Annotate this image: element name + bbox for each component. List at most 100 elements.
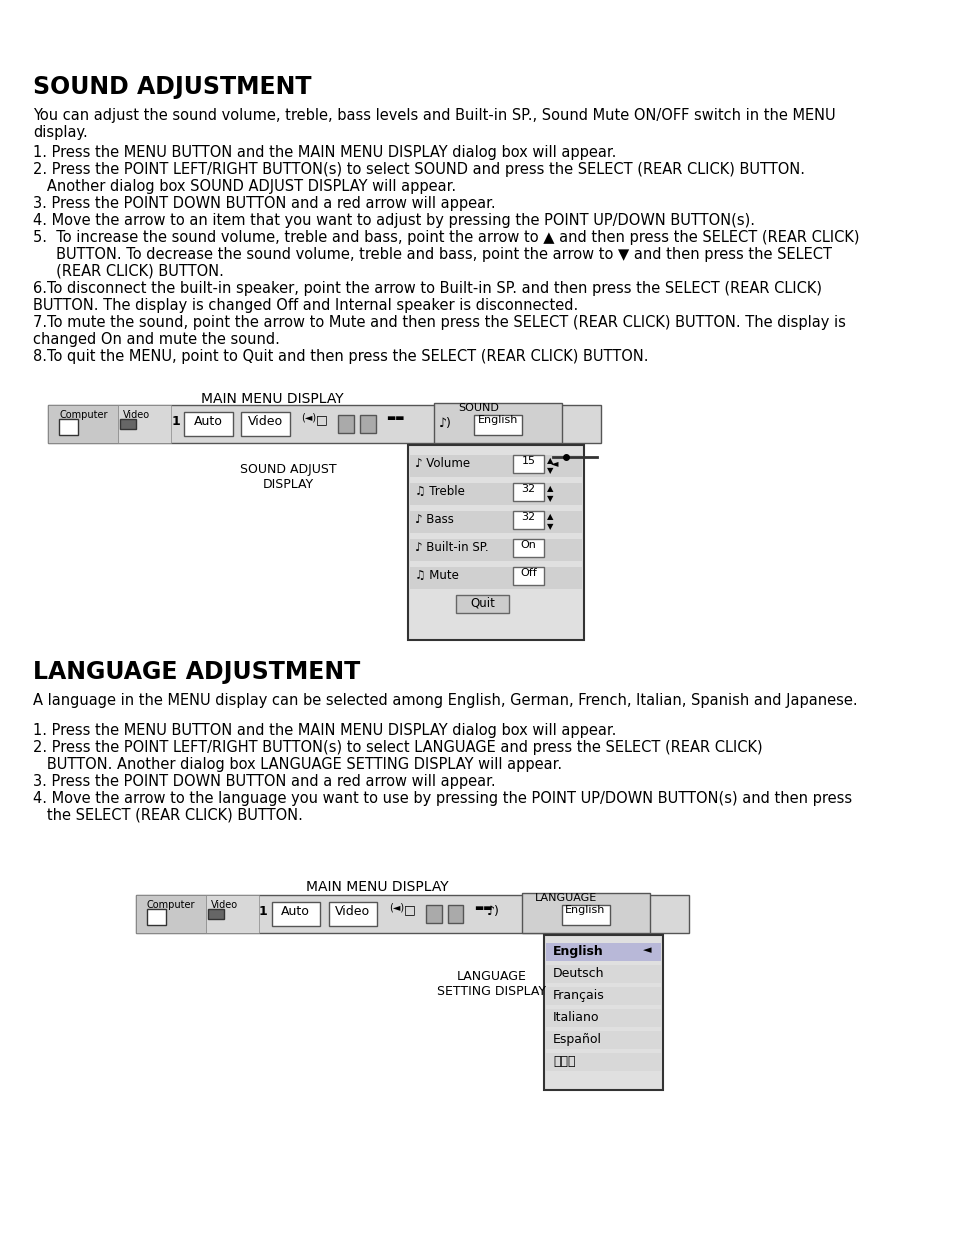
Text: English: English xyxy=(565,905,605,915)
Bar xyxy=(474,415,521,435)
Text: ♫ Treble: ♫ Treble xyxy=(415,485,464,498)
Text: LANGUAGE ADJUSTMENT: LANGUAGE ADJUSTMENT xyxy=(33,659,360,684)
Text: BUTTON. The display is changed Off and Internal speaker is disconnected.: BUTTON. The display is changed Off and I… xyxy=(33,298,578,312)
Text: the SELECT (REAR CLICK) BUTTON.: the SELECT (REAR CLICK) BUTTON. xyxy=(33,808,303,823)
Text: Computer: Computer xyxy=(147,900,195,910)
Bar xyxy=(147,909,166,925)
Text: ▬▬: ▬▬ xyxy=(474,903,492,913)
Text: Video: Video xyxy=(247,415,282,429)
Bar xyxy=(513,454,543,473)
Text: On: On xyxy=(520,540,536,550)
Text: DISPLAY: DISPLAY xyxy=(262,478,314,492)
Text: ◄: ◄ xyxy=(642,945,651,955)
Text: 1: 1 xyxy=(171,415,180,429)
Text: ♪ Built-in SP.: ♪ Built-in SP. xyxy=(415,541,488,555)
Text: 4. Move the arrow to the language you want to use by pressing the POINT UP/DOWN : 4. Move the arrow to the language you wa… xyxy=(33,790,852,806)
Bar xyxy=(118,405,171,443)
Bar xyxy=(513,483,543,501)
Text: Italiano: Italiano xyxy=(553,1011,598,1024)
Text: Computer: Computer xyxy=(59,410,108,420)
Text: A language in the MENU display can be selected among English, German, French, It: A language in the MENU display can be se… xyxy=(33,693,857,708)
Text: ♪ Volume: ♪ Volume xyxy=(415,457,470,471)
Text: 4. Move the arrow to an item that you want to adjust by pressing the POINT UP/DO: 4. Move the arrow to an item that you wa… xyxy=(33,212,755,228)
Bar xyxy=(410,538,581,561)
Bar xyxy=(513,511,543,529)
Text: 3. Press the POINT DOWN BUTTON and a red arrow will appear.: 3. Press the POINT DOWN BUTTON and a red… xyxy=(33,196,496,211)
Text: (◄): (◄) xyxy=(301,412,315,424)
Text: BUTTON. To decrease the sound volume, treble and bass, point the arrow to ▼ and : BUTTON. To decrease the sound volume, tr… xyxy=(33,247,831,262)
Bar xyxy=(272,902,320,926)
Bar xyxy=(456,595,509,613)
Text: ▲
▼: ▲ ▼ xyxy=(546,484,553,504)
Bar xyxy=(545,1053,660,1071)
Bar xyxy=(59,419,78,435)
Bar xyxy=(410,454,581,477)
Text: You can adjust the sound volume, treble, bass levels and Built-in SP., Sound Mut: You can adjust the sound volume, treble,… xyxy=(33,107,835,124)
Text: SOUND ADJUSTMENT: SOUND ADJUSTMENT xyxy=(33,75,312,99)
Text: English: English xyxy=(553,945,603,958)
Text: Video: Video xyxy=(211,900,237,910)
Text: Auto: Auto xyxy=(193,415,222,429)
Bar xyxy=(447,905,463,923)
Bar xyxy=(561,905,609,925)
Bar xyxy=(545,944,660,961)
Text: Video: Video xyxy=(335,905,370,918)
Text: (REAR CLICK) BUTTON.: (REAR CLICK) BUTTON. xyxy=(33,264,224,279)
Text: ♪): ♪) xyxy=(438,417,452,430)
Bar xyxy=(425,905,441,923)
Bar xyxy=(241,412,290,436)
Text: ◄: ◄ xyxy=(551,458,558,468)
Bar xyxy=(545,1031,660,1049)
Text: ▲
▼: ▲ ▼ xyxy=(546,513,553,531)
Bar xyxy=(359,415,375,433)
Text: SOUND ADJUST: SOUND ADJUST xyxy=(239,463,335,475)
Text: ♫ Mute: ♫ Mute xyxy=(415,569,458,582)
Text: SETTING DISPLAY: SETTING DISPLAY xyxy=(436,986,545,998)
Text: 8.To quit the MENU, point to Quit and then press the SELECT (REAR CLICK) BUTTON.: 8.To quit the MENU, point to Quit and th… xyxy=(33,350,648,364)
Bar xyxy=(545,1009,660,1028)
Text: 日本語: 日本語 xyxy=(553,1055,575,1068)
Text: 32: 32 xyxy=(520,513,535,522)
Text: LANGUAGE: LANGUAGE xyxy=(535,893,597,903)
Text: 1. Press the MENU BUTTON and the MAIN MENU DISPLAY dialog box will appear.: 1. Press the MENU BUTTON and the MAIN ME… xyxy=(33,144,616,161)
Bar xyxy=(49,405,118,443)
Bar xyxy=(136,895,688,932)
Text: 2. Press the POINT LEFT/RIGHT BUTTON(s) to select SOUND and press the SELECT (RE: 2. Press the POINT LEFT/RIGHT BUTTON(s) … xyxy=(33,162,804,177)
Text: (◄): (◄) xyxy=(389,903,403,913)
Text: Off: Off xyxy=(519,568,537,578)
Bar xyxy=(410,567,581,589)
Bar xyxy=(408,445,583,640)
Text: 3. Press the POINT DOWN BUTTON and a red arrow will appear.: 3. Press the POINT DOWN BUTTON and a red… xyxy=(33,774,496,789)
Bar xyxy=(545,965,660,983)
Text: SOUND: SOUND xyxy=(457,403,498,412)
Text: 1: 1 xyxy=(258,905,268,918)
Text: Auto: Auto xyxy=(281,905,310,918)
Bar xyxy=(543,935,662,1091)
Bar xyxy=(410,483,581,505)
Text: ♪): ♪) xyxy=(487,905,499,918)
Text: 15: 15 xyxy=(521,456,535,466)
Text: ♪ Bass: ♪ Bass xyxy=(415,513,454,526)
Text: changed On and mute the sound.: changed On and mute the sound. xyxy=(33,332,280,347)
Text: 1. Press the MENU BUTTON and the MAIN MENU DISPLAY dialog box will appear.: 1. Press the MENU BUTTON and the MAIN ME… xyxy=(33,722,616,739)
Text: 7.To mute the sound, point the arrow to Mute and then press the SELECT (REAR CLI: 7.To mute the sound, point the arrow to … xyxy=(33,315,845,330)
Bar xyxy=(521,893,649,932)
Bar xyxy=(410,511,581,534)
Bar xyxy=(434,403,561,443)
Text: MAIN MENU DISPLAY: MAIN MENU DISPLAY xyxy=(306,881,448,894)
Text: ▬▬: ▬▬ xyxy=(386,412,404,424)
Text: 5.  To increase the sound volume, treble and bass, point the arrow to ▲ and then: 5. To increase the sound volume, treble … xyxy=(33,230,859,245)
Bar xyxy=(120,419,136,429)
Text: 32: 32 xyxy=(520,484,535,494)
Text: Another dialog box SOUND ADJUST DISPLAY will appear.: Another dialog box SOUND ADJUST DISPLAY … xyxy=(33,179,456,194)
Text: Video: Video xyxy=(123,410,150,420)
Text: Deutsch: Deutsch xyxy=(553,967,604,981)
Text: BUTTON. Another dialog box LANGUAGE SETTING DISPLAY will appear.: BUTTON. Another dialog box LANGUAGE SETT… xyxy=(33,757,562,772)
Text: LANGUAGE: LANGUAGE xyxy=(456,969,526,983)
Bar xyxy=(337,415,354,433)
Bar xyxy=(184,412,233,436)
Text: □: □ xyxy=(315,412,328,426)
Text: MAIN MENU DISPLAY: MAIN MENU DISPLAY xyxy=(200,391,343,406)
Bar xyxy=(329,902,377,926)
Text: Français: Français xyxy=(553,989,604,1002)
